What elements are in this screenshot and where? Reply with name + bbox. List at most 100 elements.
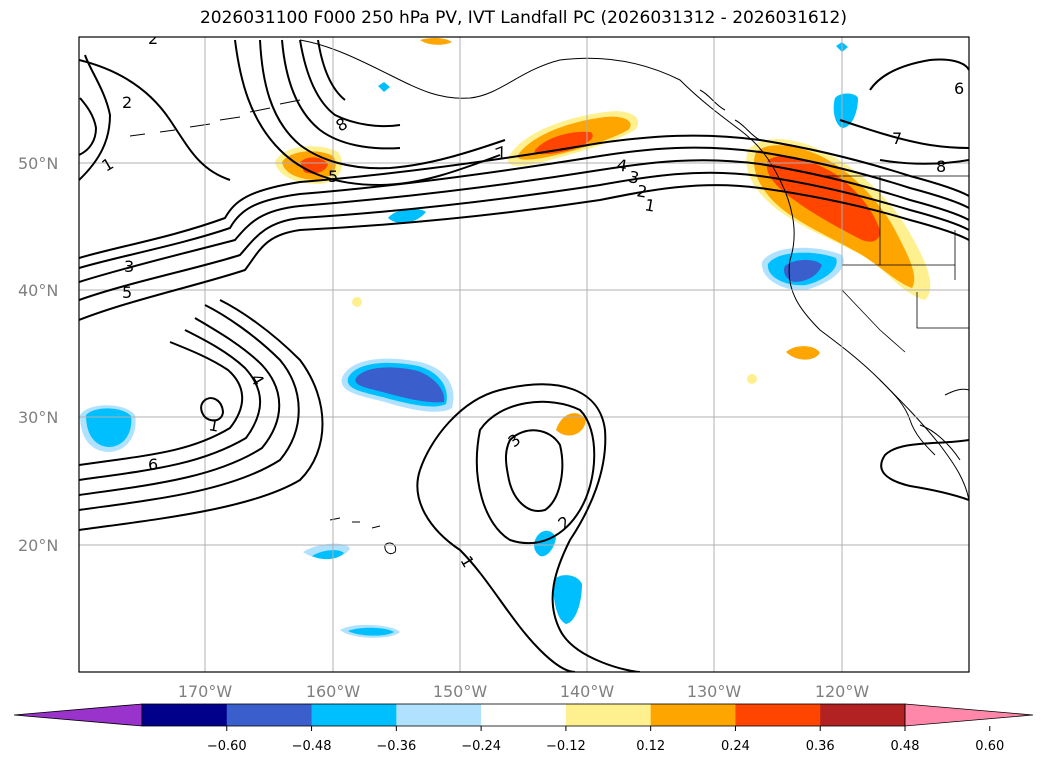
anomaly-spot-5 [420, 37, 452, 45]
colorbar-tick-label: −0.24 [461, 739, 501, 754]
colorbar-swatch [735, 704, 821, 726]
lon-tick-label: 150°W [433, 682, 488, 701]
contour-ring-3 [504, 429, 564, 512]
contour-trough-4 [299, 39, 401, 128]
lon-tick-label: 120°W [815, 682, 870, 701]
lat-axis: 50°N 40°N 30°N 20°N [18, 154, 58, 555]
pv-contours [79, 39, 969, 672]
colorbar-tick-label: −0.60 [207, 739, 247, 754]
contour-label: 5 [122, 283, 132, 302]
lat-tick-label: 30°N [18, 408, 58, 427]
anomaly-spot-3 [747, 374, 757, 384]
anomaly-spot-neg-5 [312, 550, 344, 560]
map-background [79, 37, 969, 672]
contour-pv-3 [79, 159, 969, 283]
colorbar-extend-high [904, 703, 1034, 727]
anomaly-spot-neg-10 [378, 82, 390, 92]
lon-tick-label: 170°W [178, 682, 233, 701]
map-frame [78, 36, 970, 673]
colorbar-swatch [396, 704, 482, 726]
contour-label: 7 [892, 129, 902, 148]
coast-baja [879, 379, 969, 461]
contour-west-1 [416, 469, 576, 672]
colorbar-tick-label: −0.36 [376, 739, 416, 754]
anomaly-spot-4 [352, 297, 362, 307]
contour-label: 5 [328, 167, 338, 186]
contour-low-small [200, 397, 225, 422]
lat-tick-label: 20°N [18, 536, 58, 555]
anomaly-spot-1 [556, 413, 586, 436]
colorbar-tick-label: 0.36 [806, 739, 835, 754]
contour-sw-coast [880, 439, 969, 501]
contour-low-4 [79, 329, 262, 481]
colorbar-tick-label: −0.12 [546, 739, 586, 754]
contour-label: 4 [615, 155, 628, 175]
coast-hawaii [329, 517, 397, 555]
contour-label: 2 [122, 93, 132, 112]
anomaly-spot-neg-8 [388, 208, 426, 224]
contour-label: 6 [954, 79, 964, 98]
contour-ne-1 [839, 119, 969, 149]
colorbar-tick-label: 0.48 [891, 739, 920, 754]
contour-label: 2 [635, 181, 648, 201]
contour-ne-2 [869, 58, 969, 91]
contour-ring-outer [419, 383, 641, 672]
border-ca-nv [841, 289, 906, 353]
lon-axis: 170°W 160°W 150°W 140°W 130°W 120°W [178, 682, 870, 701]
contour-label: 6 [148, 455, 158, 474]
contour-pv-1 [79, 184, 969, 321]
contour-ne-3 [879, 159, 969, 165]
lon-tick-label: 160°W [306, 682, 361, 701]
colorbar-tick-label: 0.12 [636, 739, 665, 754]
anomaly-region-goa-3 [534, 131, 593, 155]
lat-tick-label: 50°N [18, 154, 58, 173]
lon-tick-label: 130°W [687, 682, 742, 701]
anomaly-region-neg-west-2 [86, 408, 132, 447]
anomaly-spot-neg-1 [833, 93, 858, 128]
contour-nw-2 [79, 59, 231, 181]
coastlines [129, 39, 969, 555]
contour-pv-5 [79, 134, 969, 259]
anomaly-spot-neg-7 [348, 627, 394, 636]
contour-low-2 [79, 304, 300, 511]
colorbar-outline [141, 703, 906, 727]
contour-nw-1 [79, 54, 112, 181]
contour-trough-3 [281, 39, 401, 150]
lon-tick-label: 140°W [560, 682, 615, 701]
contour-ring-2 [475, 400, 596, 545]
colorbar-extend-low [13, 703, 143, 727]
contour-low-5 [79, 341, 244, 466]
lat-tick-label: 40°N [18, 281, 58, 300]
contour-label: 3 [124, 257, 134, 276]
contour-low-3 [79, 317, 281, 496]
colorbar-tick-label: −0.48 [292, 739, 332, 754]
contour-label: 1 [207, 415, 220, 435]
colorbar-swatch [820, 704, 906, 726]
contour-trough-5 [317, 39, 346, 101]
contour-pv-2 [79, 171, 969, 301]
coast-aleutians [129, 99, 301, 137]
anomaly-spot-neg-2 [553, 575, 582, 624]
colorbar-tick-label: 0.24 [721, 739, 750, 754]
colorbar-tick-label: 0.60 [975, 739, 1004, 754]
colorbar-swatch [565, 704, 652, 726]
contour-label: 1 [643, 195, 656, 215]
map-title: 2026031100 F000 250 hPa PV, IVT Landfall… [199, 8, 847, 28]
contour-label: 2 [148, 29, 158, 48]
contour-pv-4 [79, 146, 969, 269]
colorbar: −0.60 −0.48 −0.36 −0.24 −0.12 0.12 0.24 0.36 0.4… [13, 703, 1034, 754]
coast-bc [699, 89, 761, 141]
colorbar-swatch [226, 704, 313, 726]
contour-trough-1 [234, 39, 501, 187]
anomaly-region-neg-california-3 [784, 259, 822, 282]
contour-low-1 [79, 299, 324, 531]
contour-label: 8 [936, 157, 946, 176]
colorbar-swatch [650, 704, 736, 726]
colorbar-swatch [481, 704, 567, 726]
anomaly-spot-2 [786, 346, 820, 360]
contour-label: 3 [627, 167, 640, 187]
anomaly-region-neg-central-3 [355, 367, 445, 403]
colorbar-swatch [142, 704, 228, 726]
contour-nw-3 [79, 97, 98, 156]
